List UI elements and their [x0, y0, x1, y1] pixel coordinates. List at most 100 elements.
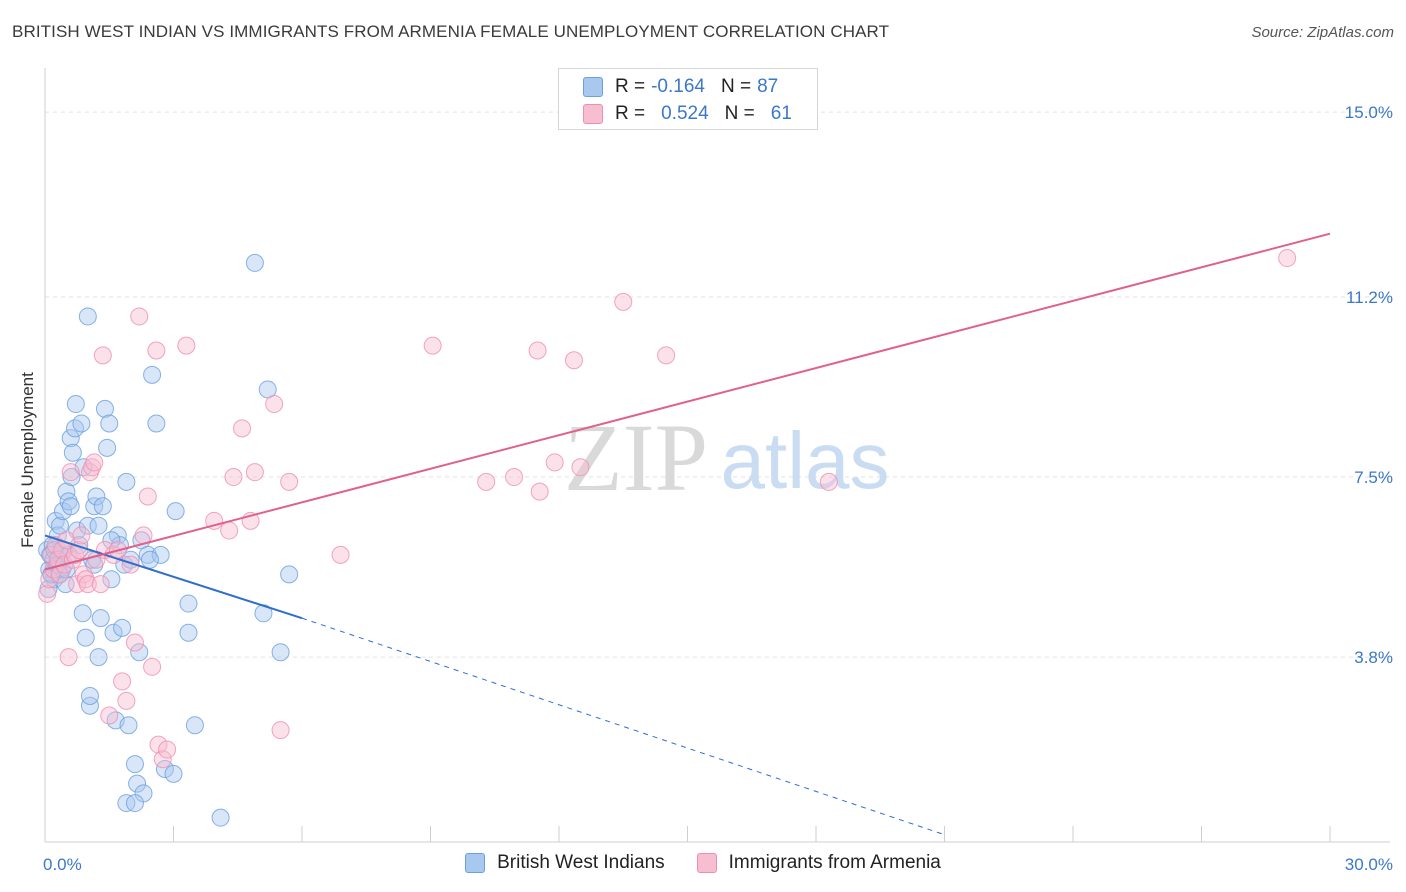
- gridlines: [45, 111, 1390, 658]
- point-british-west-indians: [62, 468, 81, 487]
- point-british-west-indians: [185, 716, 204, 735]
- point-immigrants-from-armenia: [271, 721, 290, 740]
- point-immigrants-from-armenia: [331, 545, 350, 564]
- point-immigrants-from-armenia: [423, 336, 442, 355]
- point-immigrants-from-armenia: [38, 584, 57, 603]
- x-tick-label: 0.0%: [43, 855, 82, 874]
- point-british-west-indians: [89, 516, 108, 535]
- point-immigrants-from-armenia: [530, 482, 549, 501]
- y-tick-label: 15.0%: [1345, 103, 1393, 122]
- legend-n-label: N =: [724, 103, 755, 124]
- point-british-west-indians: [66, 395, 85, 414]
- point-immigrants-from-armenia: [177, 336, 196, 355]
- point-british-west-indians: [78, 516, 97, 535]
- point-immigrants-from-armenia: [59, 648, 78, 667]
- watermark-atlas: atlas: [721, 416, 890, 505]
- point-british-west-indians: [117, 472, 136, 491]
- watermark: ZIP atlas: [564, 404, 889, 511]
- axes: [44, 68, 1390, 843]
- point-immigrants-from-armenia: [72, 526, 91, 545]
- point-immigrants-from-armenia: [564, 351, 583, 370]
- point-british-west-indians: [98, 438, 117, 457]
- y-tick-label: 3.8%: [1354, 648, 1393, 667]
- legend-swatch-blue: [583, 77, 603, 97]
- point-british-west-indians: [95, 399, 114, 418]
- point-british-west-indians: [102, 570, 121, 589]
- point-immigrants-from-armenia: [40, 570, 59, 589]
- legend-n-value: 87: [757, 76, 779, 97]
- point-british-west-indians: [128, 774, 147, 793]
- point-british-west-indians: [61, 429, 80, 448]
- point-immigrants-from-armenia: [147, 341, 166, 360]
- point-immigrants-from-armenia: [143, 657, 162, 676]
- point-british-west-indians: [73, 604, 92, 623]
- legend-swatch-blue: [465, 853, 486, 873]
- point-british-west-indians: [280, 565, 299, 584]
- point-british-west-indians: [80, 696, 99, 715]
- point-british-west-indians: [179, 623, 198, 642]
- point-immigrants-from-armenia: [220, 521, 239, 540]
- point-immigrants-from-armenia: [68, 575, 87, 594]
- point-british-west-indians: [271, 643, 290, 662]
- point-british-west-indians: [89, 648, 108, 667]
- point-british-west-indians: [143, 365, 162, 384]
- point-immigrants-from-armenia: [78, 575, 97, 594]
- trend-line-extension-british-west-indians: [301, 617, 945, 836]
- y-tick-label: 11.2%: [1346, 288, 1393, 307]
- point-british-west-indians: [179, 594, 198, 613]
- point-immigrants-from-armenia: [245, 463, 264, 482]
- point-immigrants-from-armenia: [158, 740, 177, 759]
- legend-r-value: -0.164: [651, 76, 705, 97]
- point-immigrants-from-armenia: [91, 575, 110, 594]
- point-british-west-indians: [87, 487, 106, 506]
- point-british-west-indians: [140, 550, 159, 569]
- trend-line-british-west-indians: [44, 534, 303, 620]
- legend-item-label: Immigrants from Armenia: [728, 852, 941, 873]
- point-british-west-indians: [130, 643, 149, 662]
- point-immigrants-from-armenia: [571, 458, 590, 477]
- point-immigrants-from-armenia: [74, 565, 93, 584]
- legend-r-label: R =: [615, 76, 646, 97]
- x-tick-label: 30.0%: [1345, 855, 1393, 874]
- point-british-west-indians: [113, 618, 132, 637]
- legend-n-value: 61: [770, 103, 792, 124]
- point-immigrants-from-armenia: [117, 691, 136, 710]
- point-british-west-indians: [102, 531, 121, 550]
- point-immigrants-from-armenia: [113, 672, 132, 691]
- point-immigrants-from-armenia: [121, 555, 140, 574]
- point-immigrants-from-armenia: [130, 307, 149, 326]
- point-british-west-indians: [211, 808, 230, 827]
- point-immigrants-from-armenia: [153, 750, 172, 769]
- point-british-west-indians: [63, 443, 82, 462]
- point-british-west-indians: [119, 716, 138, 735]
- legend-swatch-pink: [696, 853, 717, 873]
- legend-row-blue: R = -0.164 N = 87: [583, 74, 778, 100]
- point-british-west-indians: [72, 414, 91, 433]
- series-immigrants-from-armenia: [38, 249, 1297, 769]
- point-immigrants-from-armenia: [85, 453, 104, 472]
- source-label: Source: ZipAtlas.com: [1251, 24, 1394, 41]
- point-immigrants-from-armenia: [545, 453, 564, 472]
- point-immigrants-from-armenia: [149, 735, 168, 754]
- point-immigrants-from-armenia: [505, 468, 524, 487]
- point-immigrants-from-armenia: [83, 458, 102, 477]
- legend-r-label: R =: [615, 103, 646, 124]
- legend-item-label: British West Indians: [497, 852, 665, 873]
- point-british-west-indians: [166, 502, 185, 521]
- point-british-west-indians: [59, 492, 78, 511]
- point-immigrants-from-armenia: [80, 463, 99, 482]
- chart-title: BRITISH WEST INDIAN VS IMMIGRANTS FROM A…: [12, 22, 890, 41]
- point-immigrants-from-armenia: [1278, 249, 1297, 268]
- correlation-legend: R = -0.164 N = 87 R = 0.524 N = 61: [558, 68, 818, 130]
- point-immigrants-from-armenia: [819, 472, 838, 491]
- point-immigrants-from-armenia: [138, 487, 157, 506]
- point-british-west-indians: [80, 687, 99, 706]
- point-immigrants-from-armenia: [614, 292, 633, 311]
- tick-labels: 3.8% 7.5% 11.2% 15.0% 0.0% 30.0%: [43, 103, 1393, 874]
- point-immigrants-from-armenia: [233, 419, 252, 438]
- point-british-west-indians: [104, 623, 123, 642]
- point-british-west-indians: [164, 764, 183, 783]
- point-british-west-indians: [151, 545, 170, 564]
- legend-n-label: N =: [720, 76, 752, 97]
